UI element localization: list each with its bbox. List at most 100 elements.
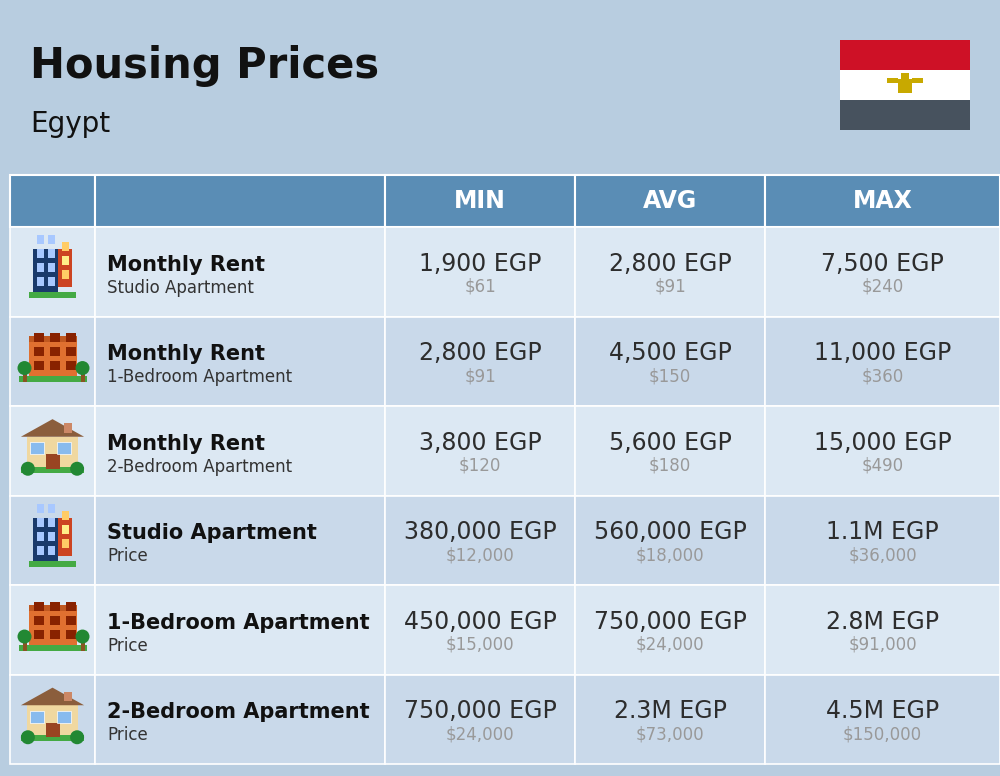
Bar [575, 674, 765, 764]
Text: Studio Apartment: Studio Apartment [107, 523, 317, 543]
Text: 4.5M EGP: 4.5M EGP [826, 699, 939, 723]
Text: Monthly Rent: Monthly Rent [107, 434, 265, 454]
Text: $150,000: $150,000 [843, 726, 922, 743]
Bar [37, 518, 44, 527]
Bar [765, 674, 1000, 764]
Bar [575, 175, 765, 227]
Bar [37, 277, 44, 286]
Bar [28, 605, 76, 646]
Bar [48, 504, 55, 513]
Text: 750,000 EGP: 750,000 EGP [594, 610, 746, 634]
Bar [37, 263, 44, 272]
Text: 2-Bedroom Apartment: 2-Bedroom Apartment [107, 458, 292, 476]
Bar [34, 333, 44, 342]
Bar [34, 629, 44, 639]
Text: MIN: MIN [454, 189, 506, 213]
Text: $24,000: $24,000 [636, 636, 704, 653]
Bar [66, 333, 76, 342]
Text: 1-Bedroom Apartment: 1-Bedroom Apartment [107, 613, 370, 632]
Bar [66, 615, 76, 625]
Bar [34, 347, 44, 356]
Bar [33, 249, 58, 294]
Text: 2.8M EGP: 2.8M EGP [826, 610, 939, 634]
Bar [30, 711, 44, 723]
Bar [765, 227, 1000, 317]
Bar [62, 539, 69, 548]
Text: $240: $240 [861, 278, 904, 296]
Circle shape [76, 629, 90, 643]
Bar [80, 640, 84, 650]
Bar [765, 406, 1000, 496]
Text: $91: $91 [654, 278, 686, 296]
Bar [29, 560, 76, 566]
Text: $490: $490 [861, 457, 904, 475]
Bar [385, 406, 575, 496]
Text: $18,000: $18,000 [636, 546, 704, 564]
Bar [22, 640, 26, 650]
Text: 450,000 EGP: 450,000 EGP [404, 610, 556, 634]
Bar [385, 175, 575, 227]
Text: $360: $360 [861, 367, 904, 385]
Text: 2,800 EGP: 2,800 EGP [419, 341, 541, 365]
Bar [575, 496, 765, 585]
Bar [34, 361, 44, 370]
Bar [66, 629, 76, 639]
Text: $15,000: $15,000 [446, 636, 514, 653]
Text: $120: $120 [459, 457, 501, 475]
Bar [95, 175, 385, 227]
Bar [765, 317, 1000, 406]
Bar [10, 674, 95, 764]
Text: 5,600 EGP: 5,600 EGP [609, 431, 731, 455]
Polygon shape [21, 419, 84, 437]
Text: 3,800 EGP: 3,800 EGP [419, 431, 541, 455]
Text: AVG: AVG [643, 189, 697, 213]
Bar [50, 601, 60, 611]
Bar [765, 175, 1000, 227]
Bar [840, 40, 970, 70]
Text: MAX: MAX [853, 189, 912, 213]
Bar [37, 546, 44, 555]
Polygon shape [21, 688, 84, 705]
Bar [10, 585, 95, 674]
Bar [95, 585, 385, 674]
Circle shape [18, 629, 32, 643]
Text: Egypt: Egypt [30, 110, 110, 138]
Text: 380,000 EGP: 380,000 EGP [404, 520, 556, 544]
Text: $61: $61 [464, 278, 496, 296]
Bar [10, 175, 95, 227]
Bar [46, 723, 60, 737]
Bar [840, 100, 970, 130]
Circle shape [70, 730, 84, 744]
Bar [95, 406, 385, 496]
Bar [30, 442, 44, 455]
Text: 2,800 EGP: 2,800 EGP [609, 251, 731, 275]
Bar [10, 496, 95, 585]
Bar [62, 242, 69, 251]
Bar [34, 615, 44, 625]
Bar [95, 674, 385, 764]
Bar [48, 546, 55, 555]
Bar [58, 518, 72, 556]
Circle shape [21, 462, 35, 476]
Bar [57, 442, 71, 455]
Bar [50, 615, 60, 625]
Bar [46, 455, 60, 469]
Bar [29, 292, 76, 298]
Bar [385, 317, 575, 406]
Bar [66, 361, 76, 370]
Text: $150: $150 [649, 367, 691, 385]
Bar [48, 263, 55, 272]
Bar [385, 585, 575, 674]
Bar [37, 504, 44, 513]
Text: $91,000: $91,000 [848, 636, 917, 653]
Text: Monthly Rent: Monthly Rent [107, 255, 265, 275]
Bar [28, 337, 76, 342]
Text: 1-Bedroom Apartment: 1-Bedroom Apartment [107, 369, 292, 386]
Bar [37, 532, 44, 541]
Bar [887, 78, 898, 83]
Text: 750,000 EGP: 750,000 EGP [404, 699, 556, 723]
Bar [21, 466, 84, 473]
Bar [48, 518, 55, 527]
Bar [28, 337, 76, 378]
Bar [48, 532, 55, 541]
